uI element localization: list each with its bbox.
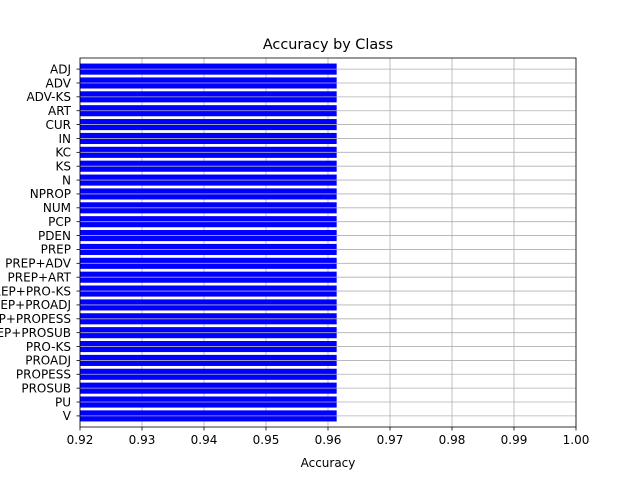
y-tick-label: PREP+PROSUB [0, 326, 71, 340]
y-tick-label: KS [56, 160, 72, 174]
x-tick-label: 0.98 [439, 433, 466, 447]
bars-group [80, 63, 337, 422]
y-tick-label: N [62, 173, 71, 187]
x-tick-label: 0.93 [129, 433, 156, 447]
y-tick-label: KC [55, 146, 71, 160]
y-tick-label: PREP [41, 243, 71, 257]
horizontal-grid-lines [80, 68, 576, 417]
y-tick-label: ADV [46, 76, 72, 90]
y-tick-label: V [63, 409, 72, 423]
x-tick-label: 0.99 [501, 433, 528, 447]
y-tick-label: PRO-KS [26, 340, 71, 354]
y-tick-label: PCP [48, 215, 71, 229]
y-tick-label: ART [48, 104, 72, 118]
y-tick-label: ADJ [50, 62, 71, 76]
y-tick-label: CUR [46, 118, 72, 132]
y-tick-label: PREP+ADV [5, 257, 72, 271]
y-tick-label: NPROP [30, 187, 71, 201]
chart-title: Accuracy by Class [263, 37, 393, 53]
y-tick-label: PREP+PRO-KS [0, 284, 71, 298]
y-tick-label: PREP+PROPESS [0, 312, 71, 326]
x-axis-label: Accuracy [301, 456, 356, 470]
y-tick-label: PU [55, 395, 71, 409]
y-tick-label: PREP+ART [8, 270, 72, 284]
x-tick-label: 0.96 [315, 433, 342, 447]
y-tick-label: IN [58, 132, 71, 146]
y-tick-label: ADV-KS [26, 90, 71, 104]
y-tick-label: PREP+PROADJ [0, 298, 71, 312]
y-axis-ticks: ADJADVADV-KSARTCURINKCKSNNPROPNUMPCPPDEN… [0, 62, 80, 423]
x-tick-label: 1.00 [563, 433, 590, 447]
y-tick-label: PROPESS [16, 368, 71, 382]
x-tick-label: 0.94 [191, 433, 218, 447]
x-tick-label: 0.92 [67, 433, 94, 447]
x-tick-label: 0.95 [253, 433, 280, 447]
y-tick-label: PDEN [38, 229, 71, 243]
x-tick-label: 0.97 [377, 433, 404, 447]
x-axis-ticks: 0.92 0.93 0.94 0.95 0.96 0.97 0.98 0.99 1.00 [67, 427, 590, 447]
y-tick-label: PROSUB [21, 381, 71, 395]
y-tick-label: NUM [43, 201, 71, 215]
y-tick-label: PROADJ [25, 354, 71, 368]
